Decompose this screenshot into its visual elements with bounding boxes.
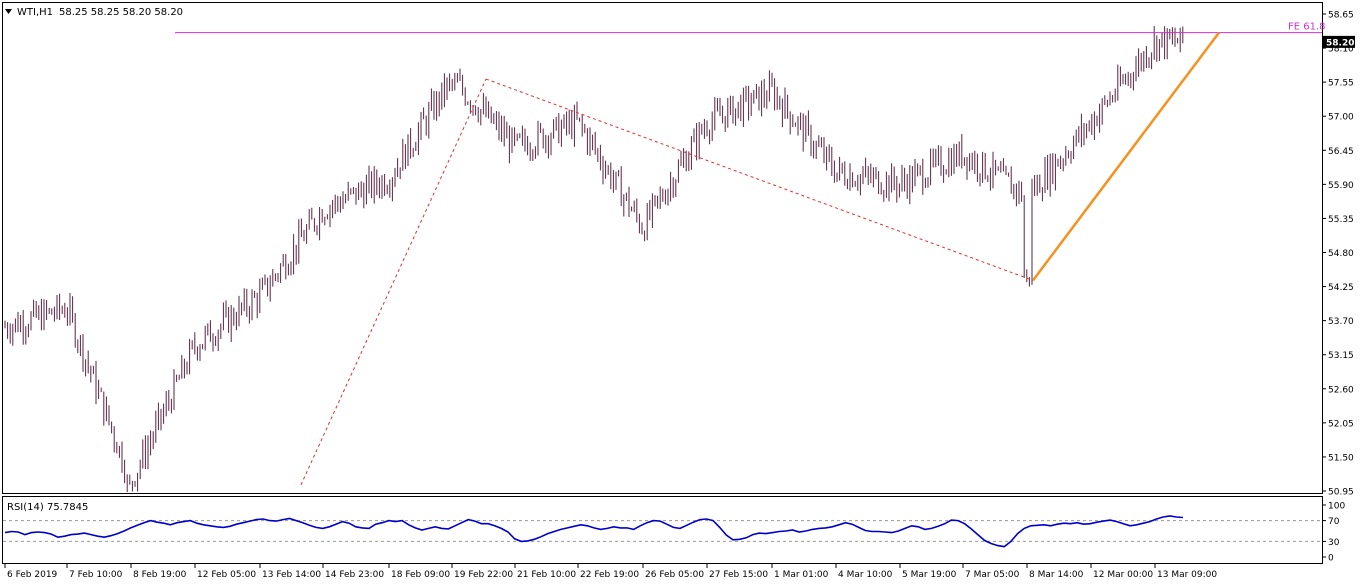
price-tick-label: 54.25 bbox=[1328, 283, 1354, 293]
time-tick-label: 18 Feb 09:00 bbox=[391, 570, 450, 580]
time-tick-label: 13 Mar 09:00 bbox=[1157, 570, 1217, 580]
time-tick-label: 26 Feb 05:00 bbox=[645, 570, 704, 580]
orange-trend-line bbox=[1032, 31, 1220, 282]
time-tick-label: 8 Feb 19:00 bbox=[133, 570, 187, 580]
rsi-tick-label: 100 bbox=[1328, 502, 1345, 512]
time-tick-label: 27 Feb 15:00 bbox=[709, 570, 768, 580]
time-tick-label: 7 Feb 10:00 bbox=[69, 570, 123, 580]
ohlc-values: 58.25 58.25 58.20 58.20 bbox=[59, 7, 183, 18]
price-tick-label: 58.10 bbox=[1328, 45, 1354, 55]
rsi-panel-frame bbox=[2, 496, 1323, 564]
time-tick-label: 21 Feb 10:00 bbox=[517, 570, 576, 580]
price-tick-label: 53.15 bbox=[1328, 351, 1354, 361]
dotted-swing-line-up bbox=[300, 78, 487, 486]
symbol-header: WTI,H1 58.25 58.25 58.20 58.20 bbox=[5, 7, 183, 18]
price-axis: 58.65 58.10 57.55 57.00 56.45 55.90 55.35 54.80… bbox=[1322, 11, 1354, 498]
symbol-label: WTI,H1 bbox=[17, 7, 53, 18]
current-price-marker: 58.20 bbox=[1323, 35, 1355, 48]
time-tick-label: 1 Mar 01:00 bbox=[774, 570, 829, 580]
time-tick-label: 13 Feb 14:00 bbox=[262, 570, 321, 580]
price-tick-label: 55.35 bbox=[1328, 215, 1354, 225]
price-tick-label: 53.70 bbox=[1328, 317, 1354, 327]
fe-label: FE 61.8 bbox=[1288, 22, 1326, 33]
rsi-label: RSI(14) 75.7845 bbox=[7, 502, 88, 513]
price-tick-label: 58.65 bbox=[1328, 11, 1354, 21]
price-tick-label: 56.45 bbox=[1328, 147, 1354, 157]
price-panel-frame bbox=[2, 2, 1323, 494]
price-tick-label: 52.60 bbox=[1328, 385, 1354, 395]
dropdown-triangle-icon[interactable] bbox=[5, 9, 12, 14]
rsi-panel: RSI(14) 75.7845 100 70 30 0 bbox=[2, 496, 1345, 564]
rsi-tick-label: 30 bbox=[1328, 538, 1340, 548]
price-tick-label: 50.95 bbox=[1328, 488, 1354, 498]
price-tick-label: 57.55 bbox=[1328, 79, 1354, 89]
price-tick-label: 54.80 bbox=[1328, 249, 1354, 259]
time-tick-label: 19 Feb 22:00 bbox=[454, 570, 513, 580]
price-panel: FE 61.8 WTI,H1 58.25 58.25 58.20 58.20 bbox=[2, 2, 1326, 494]
rsi-axis: 100 70 30 0 bbox=[1322, 502, 1345, 564]
time-tick-label: 12 Feb 05:00 bbox=[197, 570, 256, 580]
time-tick-label: 6 Feb 2019 bbox=[7, 570, 58, 580]
candles-layer bbox=[4, 26, 1184, 493]
price-tick-label: 57.00 bbox=[1328, 113, 1354, 123]
time-tick-label: 22 Feb 19:00 bbox=[580, 570, 639, 580]
time-tick-label: 5 Mar 19:00 bbox=[902, 570, 957, 580]
price-tick-label: 51.50 bbox=[1328, 453, 1354, 463]
price-tick-label: 55.90 bbox=[1328, 181, 1354, 191]
current-price-label: 58.20 bbox=[1326, 38, 1354, 48]
time-tick-label: 12 Mar 00:00 bbox=[1093, 570, 1153, 580]
time-tick-label: 4 Mar 10:00 bbox=[838, 570, 893, 580]
current-price-box bbox=[1323, 35, 1355, 48]
price-tick-label: 52.05 bbox=[1328, 419, 1354, 429]
rsi-tick-label: 70 bbox=[1328, 517, 1340, 527]
rsi-line bbox=[4, 515, 1184, 548]
time-tick-label: 7 Mar 05:00 bbox=[965, 570, 1020, 580]
time-tick-label: 14 Feb 23:00 bbox=[325, 570, 384, 580]
dotted-swing-line-down bbox=[485, 78, 1034, 281]
time-tick-label: 8 Mar 14:00 bbox=[1029, 570, 1084, 580]
time-axis: 6 Feb 2019 7 Feb 10:00 8 Feb 19:00 12 Feb 0… bbox=[4, 564, 1217, 580]
rsi-tick-label: 0 bbox=[1328, 554, 1334, 564]
